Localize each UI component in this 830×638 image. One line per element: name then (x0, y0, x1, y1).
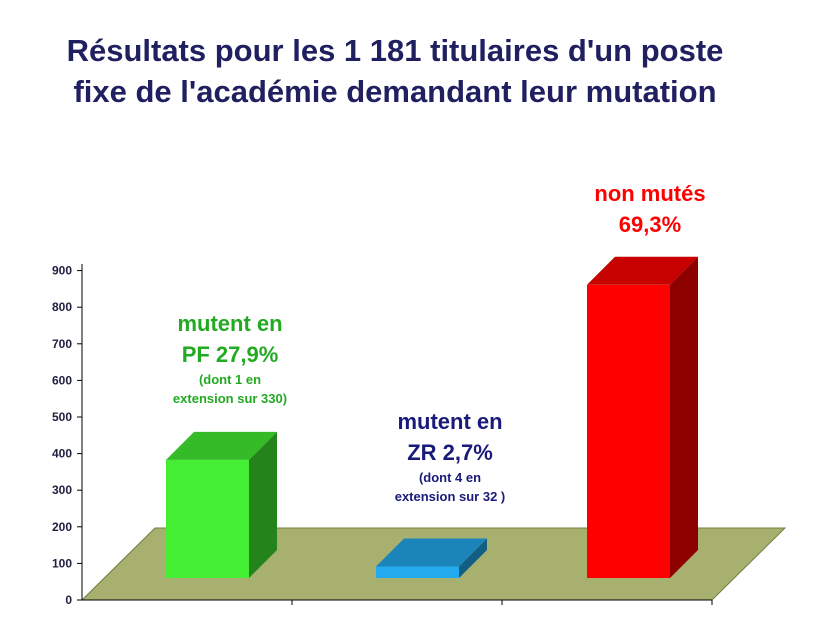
bar-2 (376, 538, 487, 578)
annotation-nm-line2: 69,3% (618, 212, 682, 237)
annotation-non-mutes: non mutés 69,3% (555, 178, 745, 240)
y-tick-label: 600 (52, 373, 72, 387)
x-axis-ticks (291, 600, 713, 605)
bar-front (376, 566, 459, 578)
annotation-pf-note2: extension sur 330) (172, 391, 288, 406)
y-tick-label: 900 (52, 264, 72, 278)
bar-side (459, 538, 487, 578)
bar-top (376, 538, 487, 567)
annotation-pf-line1: mutent en (177, 311, 283, 336)
y-tick-label: 300 (52, 483, 72, 497)
bar-top (587, 256, 698, 285)
bars (166, 256, 698, 578)
bar-top (166, 431, 277, 460)
y-tick-label: 0 (65, 593, 72, 607)
annotation-zr-note2: extension sur 32 ) (394, 489, 506, 504)
y-tick-label: 500 (52, 410, 72, 424)
annotation-zr-line1: mutent en (397, 409, 503, 434)
bar-front (166, 459, 249, 578)
bar-1 (166, 431, 277, 578)
annotation-zr-line2: ZR 2,7% (407, 440, 493, 465)
y-tick-label: 200 (52, 520, 72, 534)
bar-side (670, 256, 698, 578)
y-tick-label: 700 (52, 337, 72, 351)
bar-side (249, 431, 277, 578)
bar-3 (587, 256, 698, 578)
annotation-pf: mutent en PF 27,9% (dont 1 en extension … (130, 308, 330, 408)
y-tick-label: 100 (52, 556, 72, 570)
annotation-pf-line2: PF 27,9% (181, 342, 279, 367)
annotation-zr-note1: (dont 4 en (418, 470, 482, 485)
chart-title: Résultats pour les 1 181 titulaires d'un… (66, 33, 724, 109)
annotation-pf-note1: (dont 1 en (198, 372, 262, 387)
annotation-nm-line1: non mutés (594, 181, 706, 206)
y-axis-ticks: 0 100 200 300 400 500 600 700 800 900 (52, 264, 82, 607)
bar-front (587, 284, 670, 578)
y-tick-label: 400 (52, 447, 72, 461)
y-tick-label: 800 (52, 300, 72, 314)
annotation-zr: mutent en ZR 2,7% (dont 4 en extension s… (345, 406, 555, 506)
